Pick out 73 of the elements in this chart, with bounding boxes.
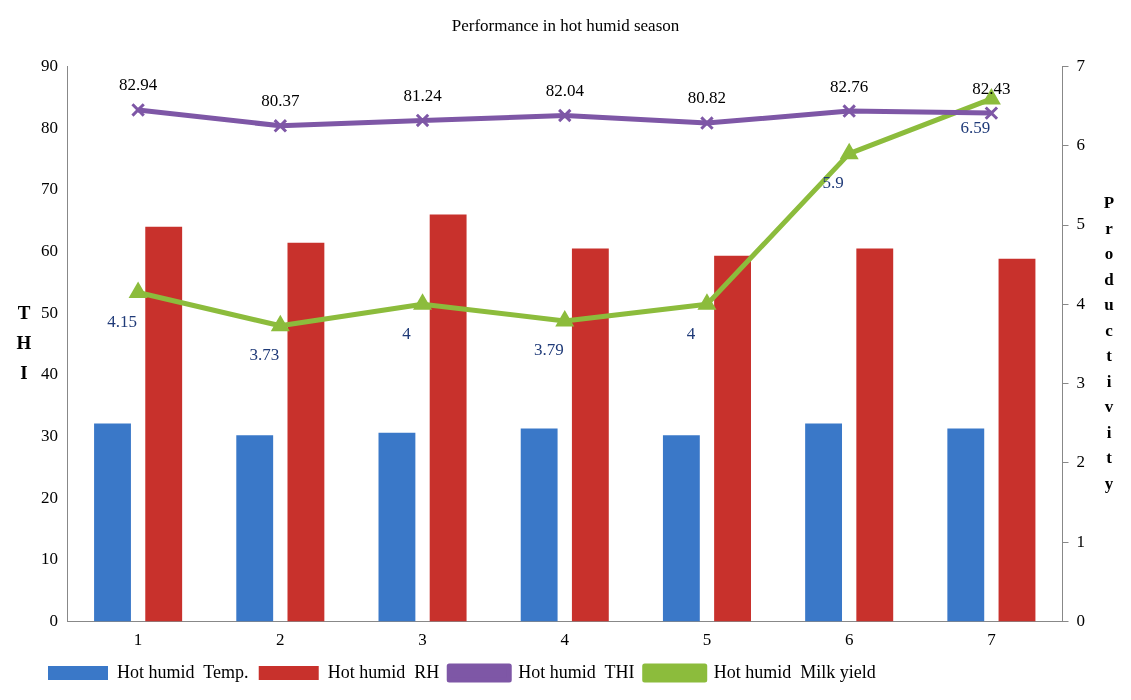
data-label: 82.94 [118,75,158,95]
data-label: 82.43 [972,78,1011,98]
data-label: 5.9 [822,173,844,193]
point [414,294,431,310]
bar [662,435,700,622]
y2-tick-label: 7 [1076,55,1086,75]
data-label: 4.15 [107,311,137,331]
y2-tick-label: 0 [1076,611,1085,631]
bar [947,428,985,622]
legend-label: Hot humid THI [518,661,635,682]
y-tick-label: 60 [41,240,58,260]
y-tick-label: 50 [41,302,58,322]
chart-title: Performance in hot humid season [451,15,680,35]
x-tick-label: 2 [276,630,285,650]
data-label: 6.59 [960,118,991,138]
data-label: 82.76 [830,76,869,96]
y-tick-label: 30 [41,426,58,445]
y-tick-label: 20 [41,487,58,507]
data-label: 82.04 [545,80,585,100]
bar [520,428,558,622]
legend-label: Hot humid Milk yield [713,661,876,682]
bar [378,432,416,622]
bar [94,423,131,622]
point [273,118,288,133]
bar [571,248,609,622]
x-tick-label: 3 [418,630,427,650]
y-tick-label: 90 [41,55,58,75]
point [415,113,430,128]
point [271,316,289,332]
y2-tick-label: 5 [1076,214,1085,234]
x-tick-label: 1 [133,630,143,650]
bar [145,226,183,622]
bar [287,242,325,622]
point [699,115,715,131]
point [840,144,858,160]
point [984,105,999,121]
y-tick-label: 70 [41,179,58,199]
y-tick-label: 10 [41,549,58,569]
data-label: 4 [402,323,412,343]
data-label: 4 [686,323,696,343]
y-tick-label: 40 [41,364,58,384]
bar [236,435,274,622]
y2-tick-label: 1 [1076,531,1085,551]
data-label: 80.37 [261,91,300,111]
bar [805,423,843,622]
y2-tick-label: 6 [1076,135,1085,155]
y-tick-label: 80 [41,117,58,137]
point [698,294,716,310]
point [130,102,146,118]
data-label: 3.79 [533,340,564,360]
point [556,311,574,327]
y2-tick-label: 4 [1076,293,1086,313]
legend-label: Hot humid RH [327,661,440,682]
data-label: 80.82 [687,88,727,108]
y-axis-title: THI [16,301,32,383]
y2-tick-label: 3 [1076,373,1085,393]
bar [429,214,467,622]
x-tick-label: 7 [987,630,997,650]
point [842,103,857,119]
data-label: 3.73 [249,345,280,365]
bar [998,258,1036,622]
data-label: 81.24 [403,85,443,105]
y-tick-label: 0 [49,611,58,631]
bar [856,248,894,622]
bar [714,255,751,622]
point [129,282,147,298]
legend-label: Hot humid Temp. [117,661,249,682]
text: Productivity [1103,193,1115,493]
y2-tick-label: 2 [1076,452,1085,472]
x-tick-label: 4 [560,630,570,650]
x-tick-label: 5 [702,630,712,650]
x-tick-label: 6 [844,630,854,650]
point [557,108,572,123]
